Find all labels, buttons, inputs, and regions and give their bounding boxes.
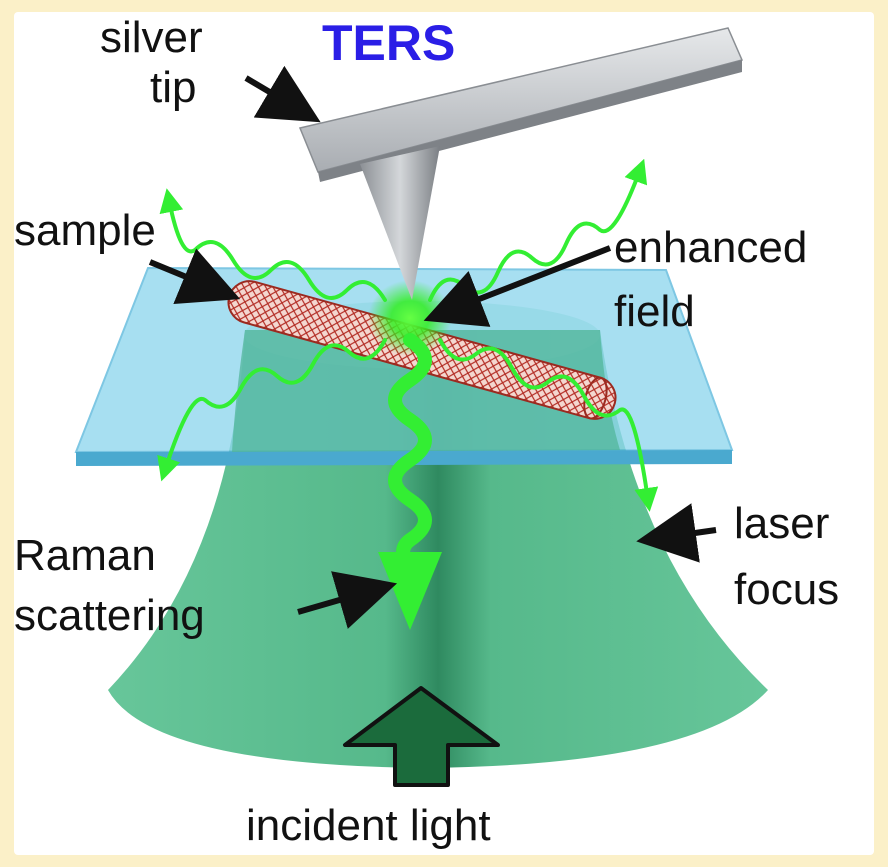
raman-label-line1: Raman: [14, 531, 156, 580]
incident-light-label: incident light: [246, 801, 491, 850]
raman-label-line2: scattering: [14, 591, 205, 640]
silver-tip-label-line1: silver: [100, 13, 203, 62]
enhanced-field-label-line1: enhanced: [614, 223, 807, 272]
enhanced-field-label-line2: field: [614, 287, 695, 336]
laser-focus-label-line1: laser: [734, 499, 829, 548]
laser-focus-label-line2: focus: [734, 565, 839, 614]
diagram-title: TERS: [322, 15, 455, 71]
silver-tip-label-line2: tip: [150, 63, 196, 112]
sample-label: sample: [14, 206, 156, 255]
